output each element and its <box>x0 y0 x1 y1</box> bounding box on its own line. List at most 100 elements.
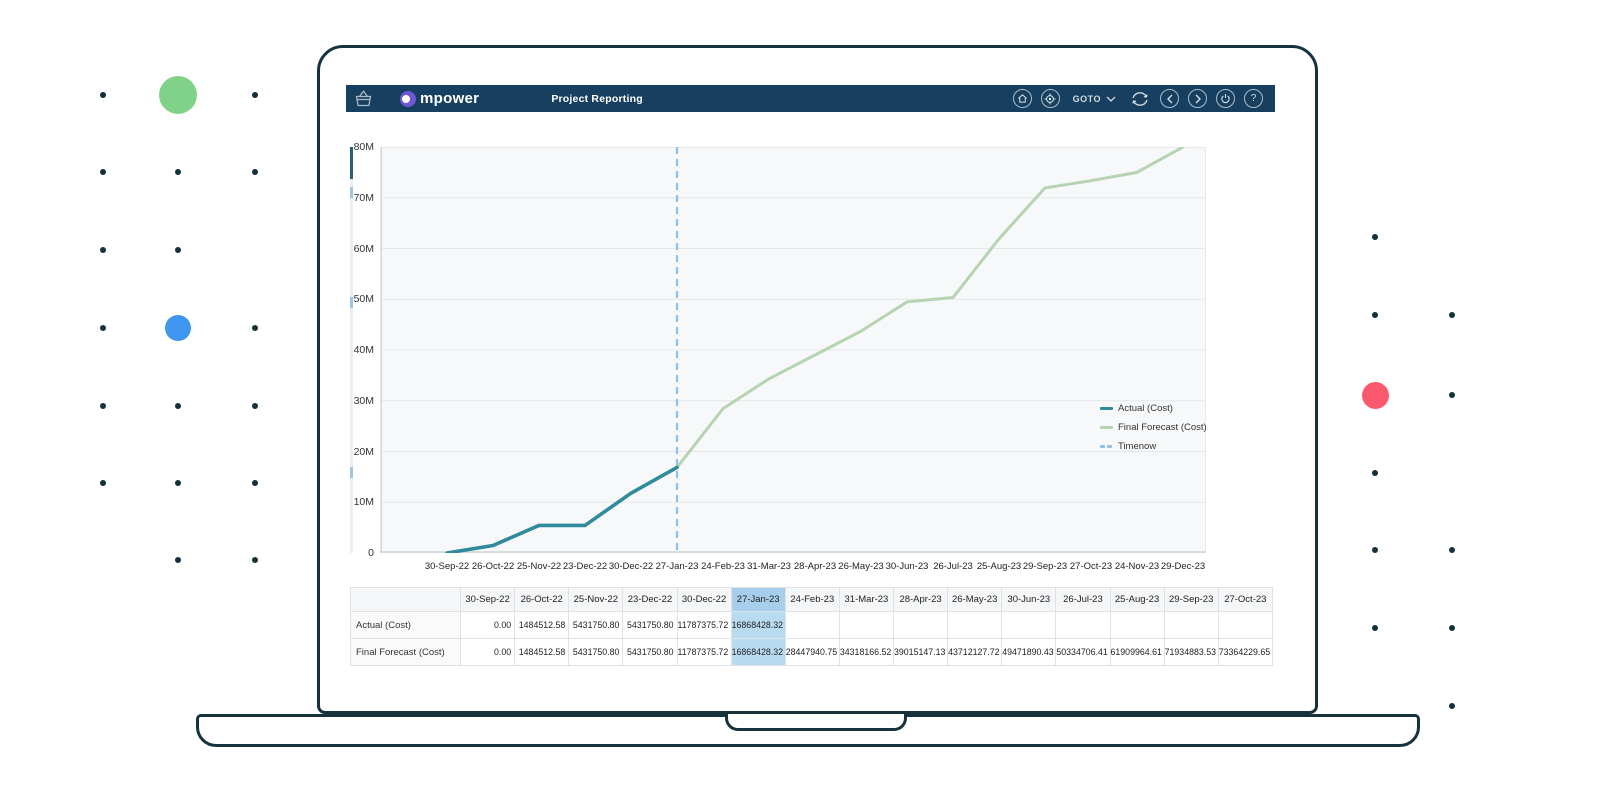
x-tick-label: 27-Oct-23 <box>1069 561 1113 572</box>
row-label: Actual (Cost) <box>350 611 461 639</box>
value-cell[interactable]: 50334706.41 <box>1055 638 1111 666</box>
value-cell[interactable]: 5431750.80 <box>622 611 678 639</box>
row-label: Final Forecast (Cost) <box>350 638 461 666</box>
value-cell[interactable]: 1484512.58 <box>514 638 570 666</box>
table-date-header[interactable]: 24-Feb-23 <box>784 587 840 612</box>
scrollbar-thumb[interactable] <box>350 147 353 179</box>
value-cell[interactable]: 16868428.32 <box>730 638 786 666</box>
x-tick-label: 25-Aug-23 <box>976 561 1022 572</box>
decor-dot <box>175 169 181 175</box>
table-date-header[interactable]: 30-Jun-23 <box>1001 587 1057 612</box>
y-tick-label: 30M <box>353 394 374 407</box>
y-tick-label: 20M <box>353 445 374 458</box>
decor-dot <box>252 325 258 331</box>
y-tick-label: 70M <box>353 191 374 204</box>
legend-swatch <box>1100 445 1113 448</box>
y-tick-label: 50M <box>353 293 374 306</box>
x-tick-label: 27-Jan-23 <box>655 561 699 572</box>
table-date-header[interactable]: 31-Mar-23 <box>838 587 895 612</box>
decor-red-circle <box>1361 381 1389 409</box>
refresh-icon[interactable] <box>1129 89 1151 109</box>
value-cell[interactable]: 28447940.75 <box>784 638 840 666</box>
value-cell[interactable] <box>1109 611 1165 639</box>
decor-dot <box>252 480 258 486</box>
x-tick-label: 29-Dec-23 <box>1160 561 1206 572</box>
forward-icon[interactable] <box>1188 89 1207 108</box>
value-cell[interactable] <box>784 611 840 639</box>
table-date-header[interactable]: 25-Aug-23 <box>1109 587 1165 612</box>
table-date-header[interactable]: 30-Sep-22 <box>459 587 516 612</box>
table-date-header[interactable]: 26-Oct-22 <box>514 587 570 612</box>
value-cell[interactable] <box>947 611 1003 639</box>
decor-dot <box>175 247 181 253</box>
table-date-header[interactable]: 25-Nov-22 <box>568 587 624 612</box>
table-corner-cell <box>350 587 461 612</box>
crosshair-icon[interactable] <box>1040 89 1060 108</box>
value-cell[interactable]: 49471890.43 <box>1001 638 1057 666</box>
value-cell[interactable]: 0.00 <box>459 611 516 639</box>
value-cell[interactable] <box>1163 611 1219 639</box>
value-cell[interactable]: 5431750.80 <box>568 611 624 639</box>
table-date-header[interactable]: 23-Dec-22 <box>622 587 678 612</box>
legend-label: Actual (Cost) <box>1118 403 1173 414</box>
value-cell[interactable]: 34318166.52 <box>838 638 895 666</box>
power-icon[interactable] <box>1216 89 1235 108</box>
legend-item[interactable]: Timenow <box>1100 437 1207 456</box>
value-cell[interactable] <box>1001 611 1057 639</box>
x-tick-label: 26-Jul-23 <box>933 561 973 572</box>
x-tick-label: 28-Apr-23 <box>793 561 837 572</box>
table-date-header[interactable]: 27-Oct-23 <box>1217 587 1273 612</box>
decor-dot <box>252 403 258 409</box>
value-cell[interactable] <box>838 611 895 639</box>
page-title: Project Reporting <box>551 92 643 105</box>
table-row: Final Forecast (Cost) 0.00 1484512.58 54317… <box>350 638 1273 666</box>
table-date-header[interactable]: 27-Jan-23 <box>730 587 786 612</box>
decor-dot <box>1449 703 1455 709</box>
value-cell[interactable]: 71934883.53 <box>1163 638 1219 666</box>
chevron-down-icon <box>1106 96 1116 102</box>
value-cell[interactable]: 61909964.61 <box>1109 638 1165 666</box>
home-icon[interactable] <box>1012 89 1032 108</box>
goto-dropdown[interactable]: GOTO <box>1073 94 1116 104</box>
app-header-bar: mpower Project Reporting GOTO <box>346 85 1275 112</box>
value-cell[interactable]: 1484512.58 <box>514 611 570 639</box>
value-cell[interactable] <box>892 611 949 639</box>
help-icon[interactable]: ? <box>1244 89 1263 108</box>
value-cell[interactable]: 5431750.80 <box>568 638 624 666</box>
value-cell[interactable] <box>1217 611 1273 639</box>
decor-dot <box>100 480 106 486</box>
legend-item[interactable]: Actual (Cost) <box>1100 399 1207 418</box>
value-cell[interactable]: 16868428.32 <box>730 611 786 639</box>
y-tick-label: 80M <box>353 141 374 153</box>
x-tick-label: 26-Oct-22 <box>471 561 515 572</box>
table-date-header[interactable]: 29-Sep-23 <box>1163 587 1219 612</box>
x-tick-label: 26-May-23 <box>838 561 884 572</box>
value-cell[interactable]: 73364229.65 <box>1217 638 1273 666</box>
decor-dot <box>100 169 106 175</box>
value-cell[interactable] <box>1055 611 1111 639</box>
legend-swatch <box>1100 426 1113 429</box>
legend-item[interactable]: Final Forecast (Cost) <box>1100 418 1207 437</box>
table-date-header[interactable]: 26-May-23 <box>947 587 1003 612</box>
value-cell[interactable]: 5431750.80 <box>622 638 678 666</box>
legend-swatch <box>1100 407 1113 410</box>
value-cell[interactable]: 39015147.13 <box>892 638 949 666</box>
value-cell[interactable]: 11787375.72 <box>676 611 732 639</box>
chart-vertical-scrollbar[interactable] <box>350 147 353 553</box>
back-icon[interactable] <box>1160 89 1179 108</box>
decor-dot <box>1372 547 1378 553</box>
value-cell[interactable]: 0.00 <box>459 638 516 666</box>
decor-dot <box>1372 470 1378 476</box>
table-date-header[interactable]: 30-Dec-22 <box>676 587 732 612</box>
value-cell[interactable]: 43712127.72 <box>947 638 1003 666</box>
y-tick-label: 10M <box>353 496 374 509</box>
y-tick-label: 40M <box>353 344 374 356</box>
table-date-header[interactable]: 26-Jul-23 <box>1055 587 1111 612</box>
chart-legend: Actual (Cost) Final Forecast (Cost) Timeno… <box>1100 399 1207 456</box>
x-tick-label: 30-Jun-23 <box>885 561 929 572</box>
cost-data-table: 30-Sep-22 26-Oct-22 25-Nov-22 23-Dec-22 30-D… <box>350 587 1273 666</box>
value-cell[interactable]: 11787375.72 <box>676 638 732 666</box>
table-date-header[interactable]: 28-Apr-23 <box>892 587 949 612</box>
basket-menu-icon[interactable] <box>353 89 374 108</box>
decor-dot <box>100 325 106 331</box>
